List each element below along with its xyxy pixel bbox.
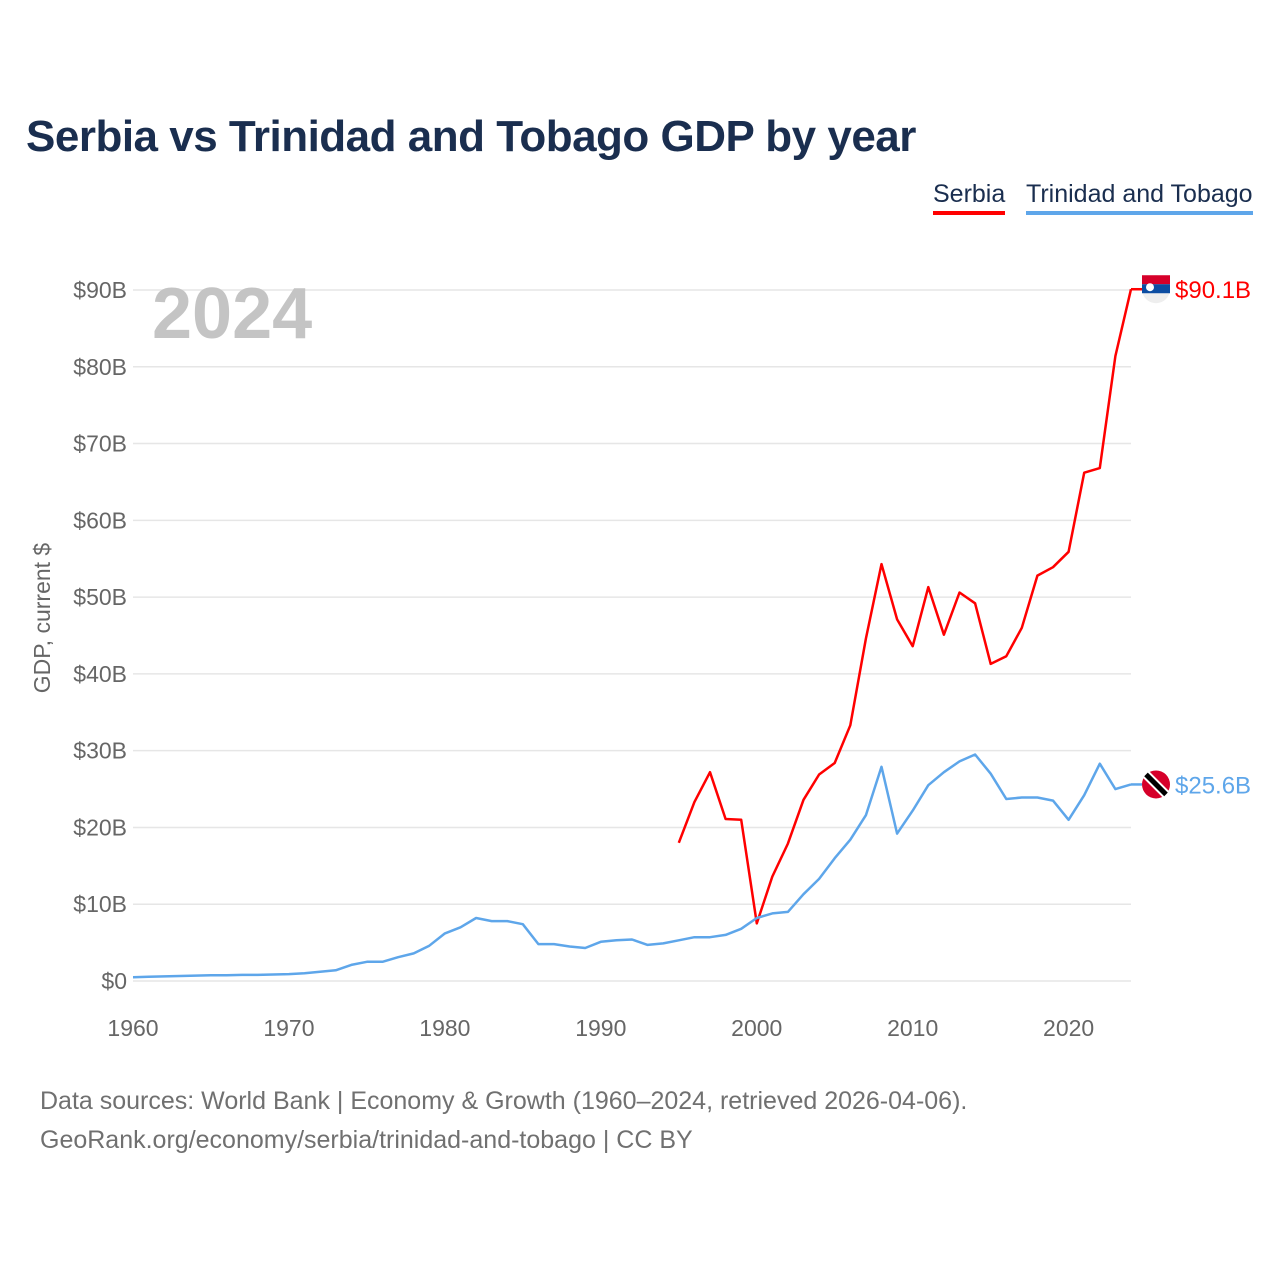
y-tick-label: $20B	[73, 814, 127, 840]
y-tick-label: $90B	[73, 277, 127, 303]
legend-trinidad-and-tobago[interactable]: Trinidad and Tobago	[1026, 180, 1253, 215]
y-axis-label: GDP, current $	[29, 543, 55, 694]
x-tick-label: 1970	[263, 1015, 314, 1041]
series-line-serbia	[677, 288, 1133, 925]
year-watermark: 2024	[152, 274, 312, 354]
y-tick-label: $60B	[73, 507, 127, 533]
y-tick-label: $10B	[73, 891, 127, 917]
flag-band-black	[1144, 772, 1168, 797]
y-tick-label: $0	[101, 968, 127, 994]
y-tick-label: $70B	[73, 431, 127, 457]
y-tick-label: $30B	[73, 738, 127, 764]
x-tick-label: 1980	[419, 1015, 470, 1041]
y-tick-label: $50B	[73, 584, 127, 610]
end-value-label: $90.1B	[1175, 277, 1251, 304]
flag-stripe-blue	[1142, 284, 1170, 294]
x-tick-label: 2020	[1043, 1015, 1094, 1041]
footer: Data sources: World Bank | Economy & Gro…	[40, 1082, 967, 1160]
source-note: Data sources: World Bank | Economy & Gro…	[40, 1087, 968, 1115]
x-tick-label: 1960	[107, 1015, 158, 1041]
x-tick-label: 2000	[731, 1015, 782, 1041]
y-tick-label: $80B	[73, 354, 127, 380]
x-tick-label: 1990	[575, 1015, 626, 1041]
end-value-label: $25.6B	[1175, 772, 1251, 799]
series-line-trinidad-and-tobago	[132, 753, 1132, 979]
source-link[interactable]: GeoRank.org/economy/serbia/trinidad-and-…	[40, 1126, 693, 1154]
y-tick-label: $40B	[73, 661, 127, 687]
flag-stripe-red	[1142, 275, 1170, 285]
flag-emblem	[1146, 283, 1154, 292]
legend-serbia[interactable]: Serbia	[933, 180, 1006, 215]
x-tick-label: 2010	[887, 1015, 938, 1041]
chart-title: Serbia vs Trinidad and Tobago GDP by yea…	[26, 112, 916, 161]
